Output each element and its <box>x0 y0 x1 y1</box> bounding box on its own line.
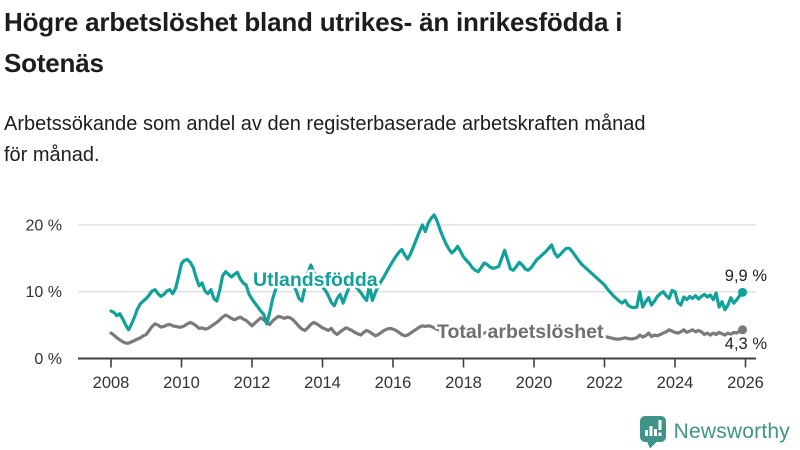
logo-wordmark: Newsworthy <box>673 420 790 443</box>
x-axis-label-2018: 2018 <box>445 374 482 392</box>
title-line-1: Högre arbetslöshet bland utrikes- än inr… <box>4 7 623 37</box>
y-axis-label-10: 10 % <box>26 284 62 301</box>
x-axis-label-2008: 2008 <box>93 374 130 392</box>
subtitle-line-1: Arbetssökande som andel av den registerb… <box>4 113 646 135</box>
series-label-utlandsfodda: Utlandsfödda <box>253 269 378 291</box>
x-axis-label-2014: 2014 <box>304 374 341 392</box>
newsworthy-logo: Newsworthy <box>639 414 790 450</box>
bar-chart-speech-bubble-icon <box>639 416 666 449</box>
x-axis-label-2022: 2022 <box>586 374 623 392</box>
line-chart-canvas: 0 % 10 % 20 % 2008 2010 2012 2014 2016 2018 2020 2… <box>26 213 769 392</box>
end-value-label-utlandsfodda: 9,9 % <box>725 267 768 285</box>
end-value-label-total: 4,3 % <box>725 335 768 353</box>
total-end-dot <box>738 325 748 335</box>
y-axis-label-20: 20 % <box>26 217 62 234</box>
x-axis-label-2026: 2026 <box>727 374 764 392</box>
series-label-total: Total arbetslöshet <box>437 321 604 343</box>
utlandsfodda-end-dot <box>738 287 748 297</box>
series-line-total <box>109 313 745 345</box>
title-line-2: Sotenäs <box>4 48 104 78</box>
subtitle-line-2: för månad. <box>4 144 100 166</box>
x-axis-label-2016: 2016 <box>375 374 412 392</box>
series-line-utlandsfodda <box>109 213 745 332</box>
x-axis-label-2012: 2012 <box>234 374 271 392</box>
page-title: Högre arbetslöshet bland utrikes- än inr… <box>4 2 796 84</box>
x-axis-label-2020: 2020 <box>516 374 553 392</box>
x-axis-label-2010: 2010 <box>163 374 200 392</box>
chart-subtitle: Arbetssökande som andel av den registerb… <box>4 109 784 171</box>
x-axis-label-2024: 2024 <box>657 374 694 392</box>
y-axis-label-0: 0 % <box>34 351 62 368</box>
